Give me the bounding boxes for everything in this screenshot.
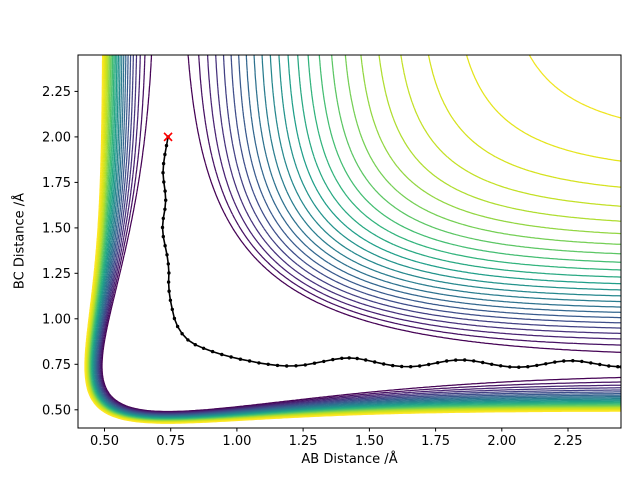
x-tick-label: 1.50 [355,434,384,449]
y-tick-label: 1.25 [42,267,71,282]
contour-level-line [101,55,621,413]
y-tick-label: 0.50 [42,403,71,418]
y-tick-label: 1.00 [42,312,71,327]
x-tick-label: 0.50 [90,434,119,449]
x-axis-label: AB Distance /Å [301,452,398,467]
y-tick-label: 0.75 [42,358,71,373]
y-tick-label: 2.25 [42,85,71,100]
trajectory-markers [160,135,621,369]
contour-level-line [97,55,621,416]
y-tick-label: 1.75 [42,176,71,191]
axes: 0.50 0.75 1.00 1.25 1.50 1.75 2.00 2.25 0.50 0.75… [42,54,622,449]
contour-level-line [96,55,621,416]
y-axis-label: BC Distance /Å [12,192,28,290]
x-tick-label: 1.75 [421,434,450,449]
y-axis-ticks: 0.50 0.75 1.00 1.25 1.50 1.75 2.00 2.25 [42,85,78,418]
contour-level-line [92,55,621,419]
contour-level-line [97,55,621,415]
start-marker-x-icon [163,132,173,142]
x-axis-ticks: 0.50 0.75 1.00 1.25 1.50 1.75 2.00 2.25 [90,428,582,449]
contour-level-line [93,55,621,418]
x-tick-label: 1.25 [289,434,318,449]
contour-level-line [91,55,621,419]
contour-level-line [87,55,621,422]
y-tick-label: 2.00 [42,130,71,145]
trajectory [160,135,621,369]
x-tick-label: 2.00 [487,434,516,449]
contour-level-line [84,55,621,424]
x-tick-label: 2.25 [554,434,583,449]
x-tick-label: 1.00 [222,434,251,449]
plot-border [77,54,622,429]
x-tick-label: 0.75 [156,434,185,449]
contour-level-line [88,55,621,422]
contour-lines [84,55,621,424]
y-tick-label: 1.50 [42,221,71,236]
